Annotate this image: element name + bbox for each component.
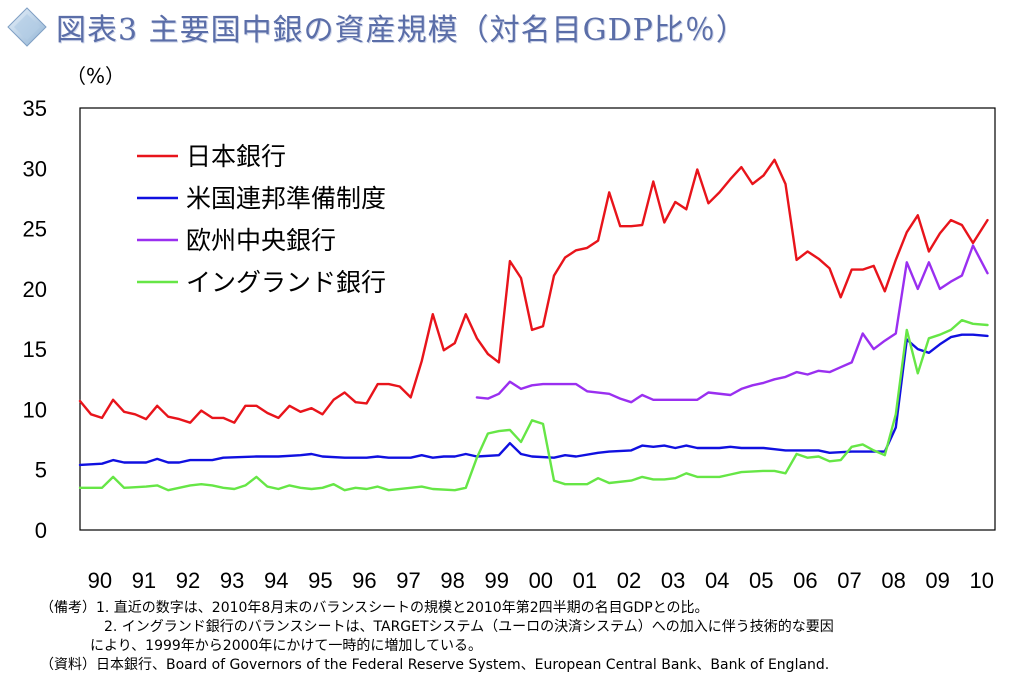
plot-area-frame <box>79 107 996 531</box>
x-tick-label: 90 <box>88 568 112 593</box>
x-tick-label: 99 <box>484 568 508 593</box>
x-tick-label: 01 <box>573 568 597 593</box>
series-line-4 <box>78 319 989 492</box>
title-row: 図表3 主要国中銀の資産規模（対名目GDP比％） <box>6 4 1006 50</box>
x-tick-label: 93 <box>220 568 244 593</box>
x-tick-labels: 90 91 92 93 94 95 96 97 98 99 00 01 02 03 04 05 06 07 08 09… <box>88 568 994 593</box>
y-tick-label: 35 <box>23 96 47 121</box>
x-tick-label: 10 <box>970 568 994 593</box>
x-tick-label: 91 <box>132 568 156 593</box>
x-tick-label: 03 <box>661 568 685 593</box>
x-tick-label: 96 <box>352 568 376 593</box>
y-tick-label: 20 <box>23 277 47 302</box>
x-tick-label: 02 <box>617 568 641 593</box>
x-tick-label: 95 <box>308 568 332 593</box>
x-tick-label: 97 <box>396 568 420 593</box>
legend-label: 欧州中央銀行 <box>186 226 336 255</box>
legend-label: 米国連邦準備制度 <box>186 184 386 213</box>
x-tick-label: 00 <box>529 568 553 593</box>
note-line-4: （資料）日本銀行、Board of Governors of the Feder… <box>40 657 830 673</box>
x-tick-label: 06 <box>793 568 817 593</box>
series-line-1 <box>78 158 989 424</box>
notes: （備考）1. 直近の数字は、2010年8月末のバランスシートの規模と2010年第… <box>40 599 1015 675</box>
y-tick-label: 5 <box>35 458 47 483</box>
y-tick-label: 25 <box>23 217 47 242</box>
x-tick-label: 07 <box>837 568 861 593</box>
x-tick-label: 92 <box>176 568 200 593</box>
x-tick-label: 94 <box>264 568 288 593</box>
series-line-2 <box>78 333 989 467</box>
x-tick-label: 98 <box>440 568 464 593</box>
y-tick-label: 15 <box>23 337 47 362</box>
note-line-3: により、1999年から2000年にかけて一時的に増加している。 <box>90 638 482 654</box>
y-tick-label: 10 <box>23 397 47 422</box>
x-tick-label: 04 <box>705 568 729 593</box>
y-tick-labels: 0 5 10 15 20 25 30 35 <box>23 96 47 543</box>
x-tick-label: 08 <box>881 568 905 593</box>
series-lines <box>78 158 989 492</box>
note-line-2: 2. イングランド銀行のバランスシートは、TARGETシステム（ユーロの決済シス… <box>104 619 834 635</box>
note-line-1: （備考）1. 直近の数字は、2010年8月末のバランスシートの規模と2010年第… <box>40 600 709 616</box>
y-tick-label: 30 <box>23 156 47 181</box>
diamond-icon <box>7 7 47 47</box>
y-axis-unit-label: （%） <box>66 64 125 88</box>
x-tick-label: 09 <box>925 568 949 593</box>
x-tick-label: 05 <box>749 568 773 593</box>
page-title: 図表3 主要国中銀の資産規模（対名目GDP比％） <box>56 13 747 48</box>
series-line-3 <box>475 244 989 404</box>
y-tick-label: 0 <box>35 518 47 543</box>
legend-label: イングランド銀行 <box>186 268 386 297</box>
legend-label: 日本銀行 <box>186 142 286 171</box>
